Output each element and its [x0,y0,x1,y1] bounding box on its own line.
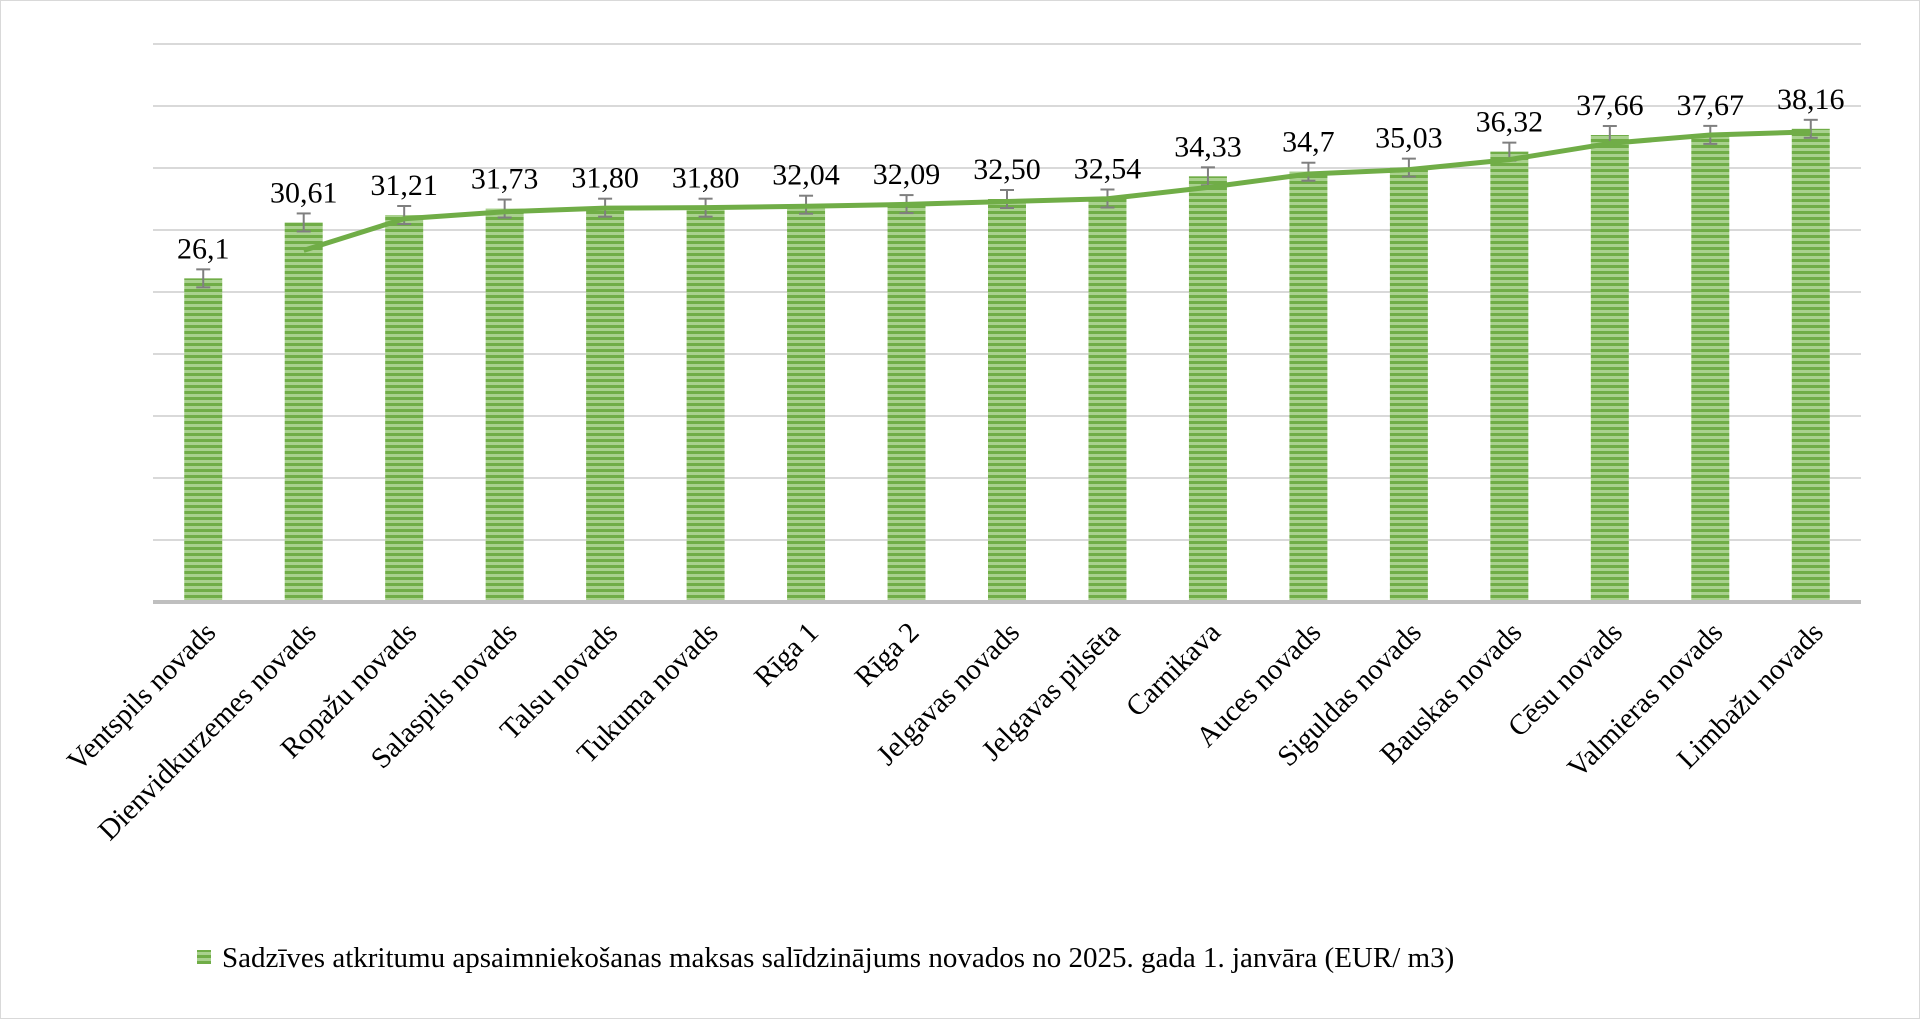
bar [988,199,1026,602]
bars [184,128,1830,603]
x-tick-label: Rīga 1 [748,616,825,693]
value-label: 31,80 [672,162,740,195]
value-labels: 26,1 30,61 31,21 31,73 31,80 31,80 32,04 32,09 3… [177,83,1845,266]
legend-swatch [197,950,211,964]
value-label: 26,1 [177,232,230,265]
legend-label: Sadzīves atkritumu apsaimniekošanas maks… [222,942,1454,974]
bar [887,204,926,603]
value-label: 35,03 [1375,122,1443,155]
bar [1590,135,1629,603]
value-label: 32,09 [873,158,941,191]
value-label: 31,21 [370,169,438,202]
bar [1791,128,1830,602]
bar [1490,151,1529,602]
error-bar [497,198,512,219]
legend: Sadzīves atkritumu apsaimniekošanas maks… [197,942,1454,974]
value-label: 38,16 [1777,83,1845,116]
bar [1691,134,1730,602]
value-label: 31,80 [571,162,639,195]
bar [1188,176,1227,603]
value-label: 34,33 [1174,130,1242,163]
value-label: 30,61 [270,176,338,209]
value-label: 32,50 [973,153,1041,186]
bar [1088,198,1127,602]
value-label: 32,04 [772,159,840,192]
x-tick-label: Carnikava [1120,616,1227,723]
value-label: 37,66 [1576,89,1644,122]
value-label: 37,67 [1677,89,1745,122]
value-label: 31,73 [471,163,539,196]
bar [586,207,625,602]
trendline [302,129,1811,253]
bar [485,208,524,602]
x-tick-label: Rīga 2 [849,616,926,693]
bar [1289,171,1328,602]
bar [686,207,725,602]
trendline-path [302,129,1811,253]
value-label: 32,54 [1074,153,1142,186]
error-bar [1000,189,1014,209]
error-bar [296,212,311,233]
error-bar [196,268,211,289]
value-label: 36,32 [1476,106,1544,139]
bar [184,278,223,602]
value-label: 34,7 [1282,126,1335,159]
bar [284,222,323,602]
bar [385,214,424,602]
error-bar [1803,118,1818,139]
bar [787,204,826,603]
bar [1389,167,1428,603]
